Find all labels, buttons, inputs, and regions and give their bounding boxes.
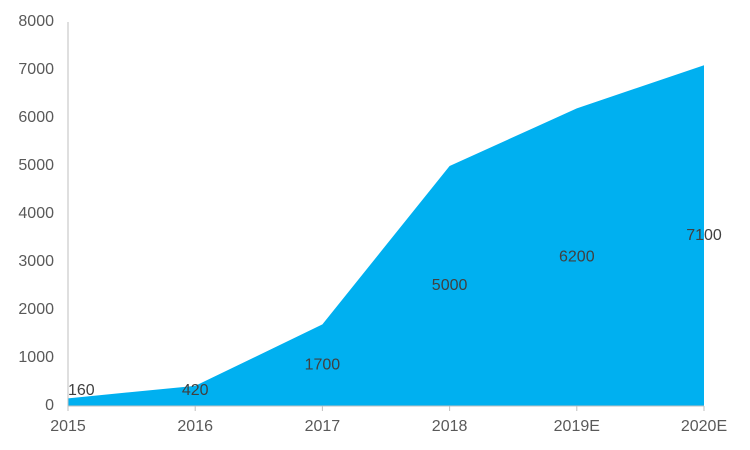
x-tick-label: 2020E [681, 418, 727, 435]
y-tick-label: 7000 [18, 61, 54, 78]
y-tick-label: 2000 [18, 301, 54, 318]
value-label: 420 [182, 382, 209, 399]
value-label: 7100 [686, 227, 722, 244]
y-tick-label: 6000 [18, 109, 54, 126]
x-tick-label: 2015 [50, 418, 86, 435]
y-tick-label: 8000 [18, 13, 54, 30]
y-tick-label: 5000 [18, 157, 54, 174]
x-tick-label: 2017 [305, 418, 341, 435]
y-tick-label: 0 [45, 397, 54, 414]
area [68, 65, 704, 406]
value-label: 1700 [305, 356, 341, 373]
y-tick-label: 3000 [18, 253, 54, 270]
y-tick-label: 1000 [18, 349, 54, 366]
value-label: 5000 [432, 277, 468, 294]
x-tick-label: 2019E [554, 418, 600, 435]
value-label: 160 [68, 382, 95, 399]
x-tick-label: 2018 [432, 418, 468, 435]
x-tick-label: 2016 [177, 418, 213, 435]
value-label: 6200 [559, 248, 595, 265]
y-tick-label: 4000 [18, 205, 54, 222]
